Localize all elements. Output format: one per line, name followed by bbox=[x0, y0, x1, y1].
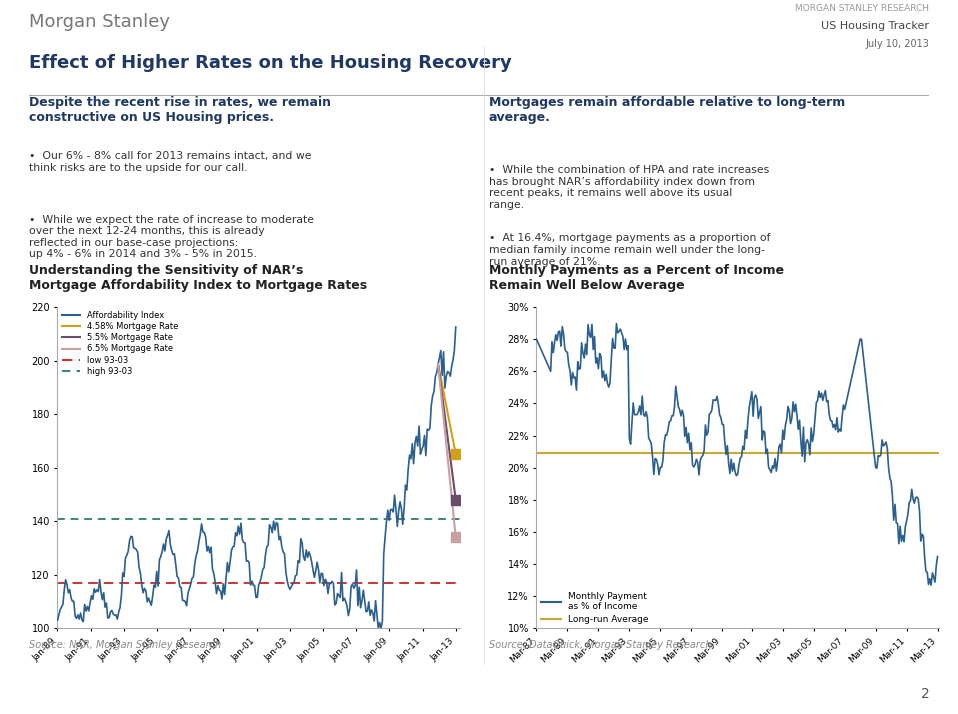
Legend: Affordability Index, 4.58% Mortgage Rate, 5.5% Mortgage Rate, 6.5% Mortgage Rate: Affordability Index, 4.58% Mortgage Rate… bbox=[61, 311, 178, 376]
Text: 2: 2 bbox=[921, 688, 929, 701]
Text: Mortgages remain affordable relative to long-term
average.: Mortgages remain affordable relative to … bbox=[489, 96, 845, 124]
Text: US Housing Tracker: US Housing Tracker bbox=[821, 21, 929, 31]
Text: •  While we expect the rate of increase to moderate
over the next 12-24 months, : • While we expect the rate of increase t… bbox=[29, 215, 313, 259]
Text: July 10, 2013: July 10, 2013 bbox=[865, 39, 929, 49]
Text: •  While the combination of HPA and rate increases
has brought NAR’s affordabili: • While the combination of HPA and rate … bbox=[489, 165, 769, 210]
Text: Morgan Stanley: Morgan Stanley bbox=[29, 14, 170, 31]
Point bbox=[448, 531, 464, 543]
Legend: Monthly Payment
as % of Income, Long-run Average: Monthly Payment as % of Income, Long-run… bbox=[541, 592, 649, 624]
Text: •  Our 6% - 8% call for 2013 remains intact, and we
think risks are to the upsid: • Our 6% - 8% call for 2013 remains inta… bbox=[29, 151, 311, 173]
Point bbox=[448, 448, 464, 460]
Text: Monthly Payments as a Percent of Income
Remain Well Below Average: Monthly Payments as a Percent of Income … bbox=[489, 264, 784, 292]
Text: MORGAN STANLEY RESEARCH: MORGAN STANLEY RESEARCH bbox=[795, 4, 929, 14]
Text: Understanding the Sensitivity of NAR’s
Mortgage Affordability Index to Mortgage : Understanding the Sensitivity of NAR’s M… bbox=[29, 264, 367, 292]
Point bbox=[448, 494, 464, 506]
Text: Source: NAR, Morgan Stanley Research: Source: NAR, Morgan Stanley Research bbox=[29, 640, 221, 650]
Text: •  At 16.4%, mortgage payments as a proportion of
median family income remain we: • At 16.4%, mortgage payments as a propo… bbox=[489, 233, 770, 266]
Text: Effect of Higher Rates on the Housing Recovery: Effect of Higher Rates on the Housing Re… bbox=[29, 54, 512, 71]
Text: Source: DataQuick, Morgan Stanley Research: Source: DataQuick, Morgan Stanley Resear… bbox=[489, 640, 711, 650]
Text: Despite the recent rise in rates, we remain
constructive on US Housing prices.: Despite the recent rise in rates, we rem… bbox=[29, 96, 331, 124]
